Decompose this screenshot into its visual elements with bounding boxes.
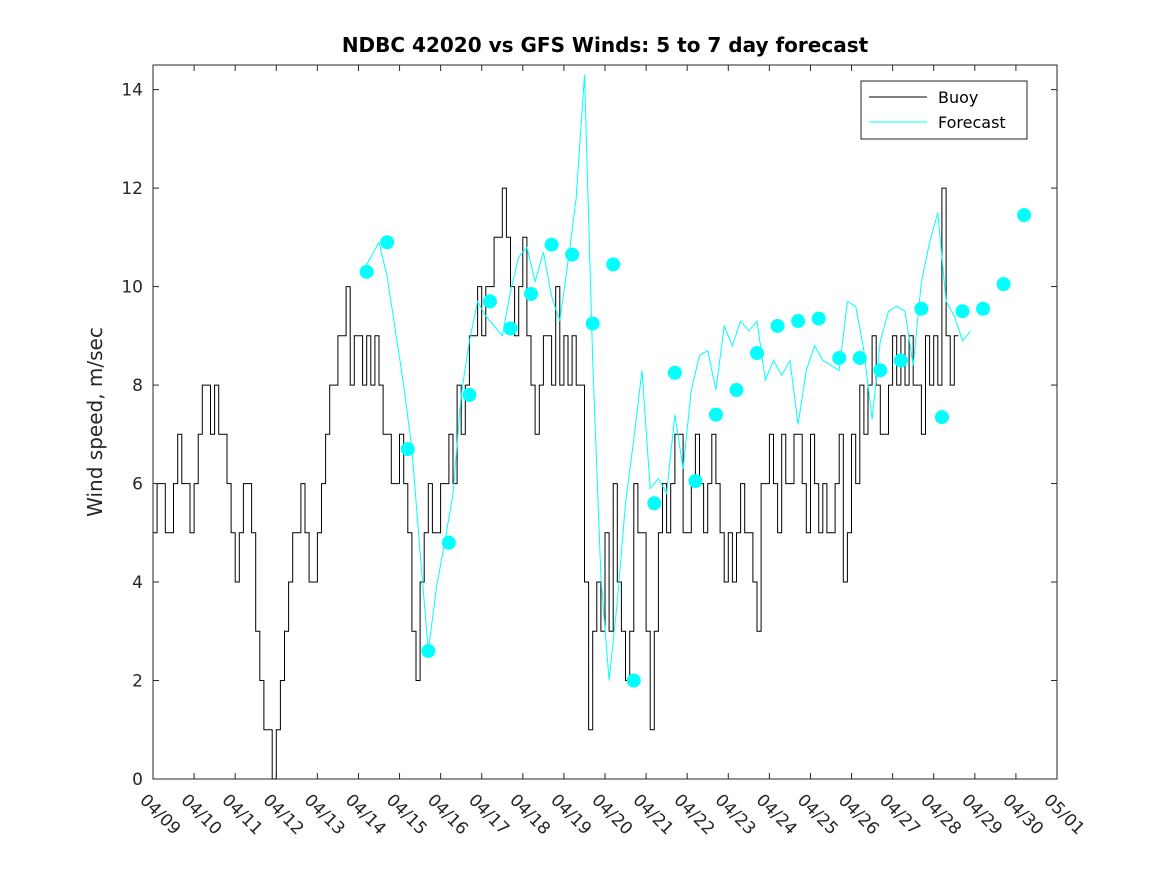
forecast-marker [893,353,908,368]
forecast-marker [585,316,600,331]
forecast-marker [729,382,744,397]
series-layer [153,74,972,780]
forecast-marker [400,442,415,457]
marker-layer [359,208,1032,688]
forecast-marker [544,237,559,252]
forecast-marker [380,235,395,250]
forecast-marker [873,363,888,378]
chart-title: NDBC 42020 vs GFS Winds: 5 to 7 day fore… [342,33,869,57]
forecast-marker [770,318,785,333]
forecast-marker [462,387,477,402]
axes-box [152,64,1058,780]
forecast-marker [914,301,929,316]
y-tick-label: 6 [132,475,143,495]
y-tick-label: 14 [121,81,143,101]
y-tick-label: 0 [132,770,143,790]
forecast-marker [524,286,539,301]
y-tick-label: 2 [132,672,143,692]
forecast-marker [996,277,1011,292]
forecast-marker [811,311,826,326]
forecast-marker [667,365,682,380]
forecast-marker [791,314,806,329]
forecast-series-line [362,74,972,681]
forecast-marker [832,350,847,365]
legend-box [860,80,1028,140]
forecast-marker [503,321,518,336]
forecast-marker [606,257,621,272]
y-axis-label: Wind speed, m/sec [83,327,107,517]
forecast-marker [565,247,580,262]
forecast-marker [852,350,867,365]
y-tick-label: 12 [121,179,143,199]
plot-area [152,64,1058,780]
y-tick-label: 8 [132,376,143,396]
forecast-marker [955,304,970,319]
y-tick-label: 4 [132,573,143,593]
forecast-marker [976,301,991,316]
forecast-marker [688,474,703,489]
forecast-marker [626,673,641,688]
forecast-marker [647,496,662,511]
forecast-marker [1017,208,1032,223]
y-axis-ticks: 0 2 4 6 8 10 12 14 [121,81,1057,790]
legend: Buoy Forecast [860,80,1028,140]
forecast-marker [482,294,497,309]
legend-buoy-label: Buoy [938,88,978,107]
forecast-marker [708,407,723,422]
forecast-marker [421,643,436,658]
forecast-marker [934,410,949,425]
legend-forecast-label: Forecast [938,113,1006,132]
forecast-marker [750,346,765,361]
buoy-series-line [153,187,959,780]
y-tick-label: 10 [121,278,143,298]
forecast-marker [441,535,456,550]
forecast-marker [359,264,374,279]
